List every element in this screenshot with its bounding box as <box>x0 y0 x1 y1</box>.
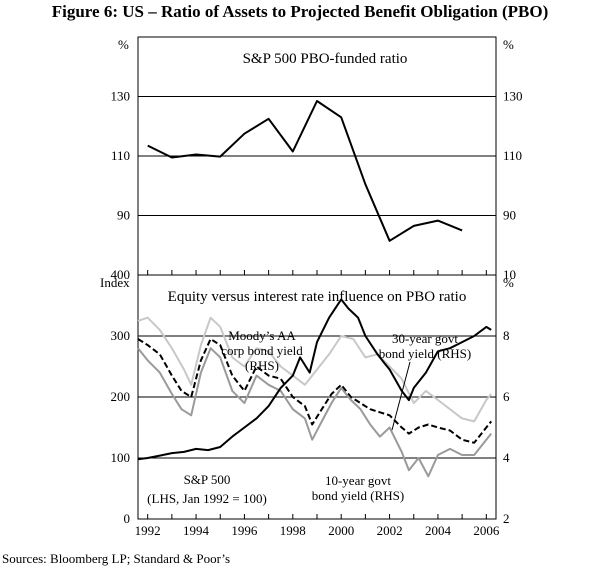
axis-ticks <box>147 270 487 519</box>
panel2-ytick-right-10: 10 <box>503 267 516 282</box>
annotation-govt10: 10-year govt bond yield (RHS) <box>312 473 404 503</box>
annotation-govt30: 30-year govt bond yield (RHS) <box>379 331 471 361</box>
series-pbo-funded-ratio <box>147 100 463 242</box>
annotation-moodys: Moody’s AA corp bond yield (RHS) <box>221 328 303 373</box>
annotation-moodys-line3: (RHS) <box>245 358 279 373</box>
panel2-ytick-left-300: 300 <box>111 328 131 343</box>
panel2-right-unit: % <box>503 275 514 290</box>
annotation-govt10-line1: 10-year govt <box>325 473 391 488</box>
panel2-ytick-left-100: 100 <box>111 450 131 465</box>
annotation-govt10-line2: bond yield (RHS) <box>312 488 404 503</box>
panel2-right-ytick-labels: 2 4 6 8 10 <box>503 267 516 526</box>
series-moodys-aa-yield <box>137 316 492 423</box>
panel2-ytick-right-2: 2 <box>503 511 510 526</box>
panel1-ytick-labels: 90 90 110 110 130 130 <box>111 89 523 223</box>
panel1-ytick-left-130: 130 <box>111 89 131 104</box>
xtick-label-2002: 2002 <box>377 523 403 538</box>
series-sp500-index <box>137 298 492 461</box>
panel1-ytick-right-90: 90 <box>503 208 516 223</box>
panel1-left-unit: % <box>118 37 129 52</box>
panel1-ytick-left-110: 110 <box>111 148 130 163</box>
panel2-xtick-labels: 1992 1994 1996 1998 2000 2002 2004 2006 <box>135 523 500 538</box>
panel1-gridlines <box>138 96 496 216</box>
xtick-label-1998: 1998 <box>280 523 306 538</box>
series-lines <box>137 100 492 478</box>
annotation-govt30-line2: bond yield (RHS) <box>379 346 471 361</box>
annotation-govt30-pointer <box>391 361 411 431</box>
panel2-ytick-left-400: 400 <box>111 267 131 282</box>
figure-title: Figure 6: US – Ratio of Assets to Projec… <box>51 2 549 21</box>
annotation-moodys-line1: Moody’s AA <box>228 328 296 343</box>
source-note: Sources: Bloomberg LP; Standard & Poor’s <box>2 551 231 566</box>
panel2-ytick-left-200: 200 <box>111 389 131 404</box>
xtick-label-1994: 1994 <box>183 523 210 538</box>
panel2-ytick-right-8: 8 <box>503 328 510 343</box>
annotation-sp500-line1: S&P 500 <box>184 472 231 487</box>
panel2-ytick-left-0: 0 <box>124 511 131 526</box>
panel2-ytick-right-6: 6 <box>503 389 510 404</box>
series-30yr-govt-yield <box>137 338 492 444</box>
xtick-label-2006: 2006 <box>473 523 500 538</box>
xtick-label-2000: 2000 <box>328 523 354 538</box>
panel1-ytick-right-110: 110 <box>503 148 522 163</box>
series-10yr-govt-yield <box>137 347 492 478</box>
panel2-title: Equity versus interest rate influence on… <box>168 289 467 305</box>
panel1-title: S&P 500 PBO-funded ratio <box>243 51 408 67</box>
panel2-left-ytick-labels: 0 100 200 300 400 <box>111 267 131 526</box>
panel2-ytick-right-4: 4 <box>503 450 510 465</box>
annotation-govt30-line1: 30-year govt <box>392 331 458 346</box>
panel1-ytick-right-130: 130 <box>503 89 523 104</box>
annotation-sp500: S&P 500 (LHS, Jan 1992 = 100) <box>147 472 267 506</box>
annotation-moodys-line2: corp bond yield <box>221 343 303 358</box>
xtick-label-1992: 1992 <box>135 523 161 538</box>
annotation-sp500-line2: (LHS, Jan 1992 = 100) <box>147 491 267 506</box>
panel1-ytick-left-90: 90 <box>117 208 130 223</box>
panel2-left-unit: Index <box>100 275 130 290</box>
xtick-label-2004: 2004 <box>425 523 452 538</box>
xtick-label-1996: 1996 <box>231 523 258 538</box>
panel1-right-unit: % <box>503 37 514 52</box>
